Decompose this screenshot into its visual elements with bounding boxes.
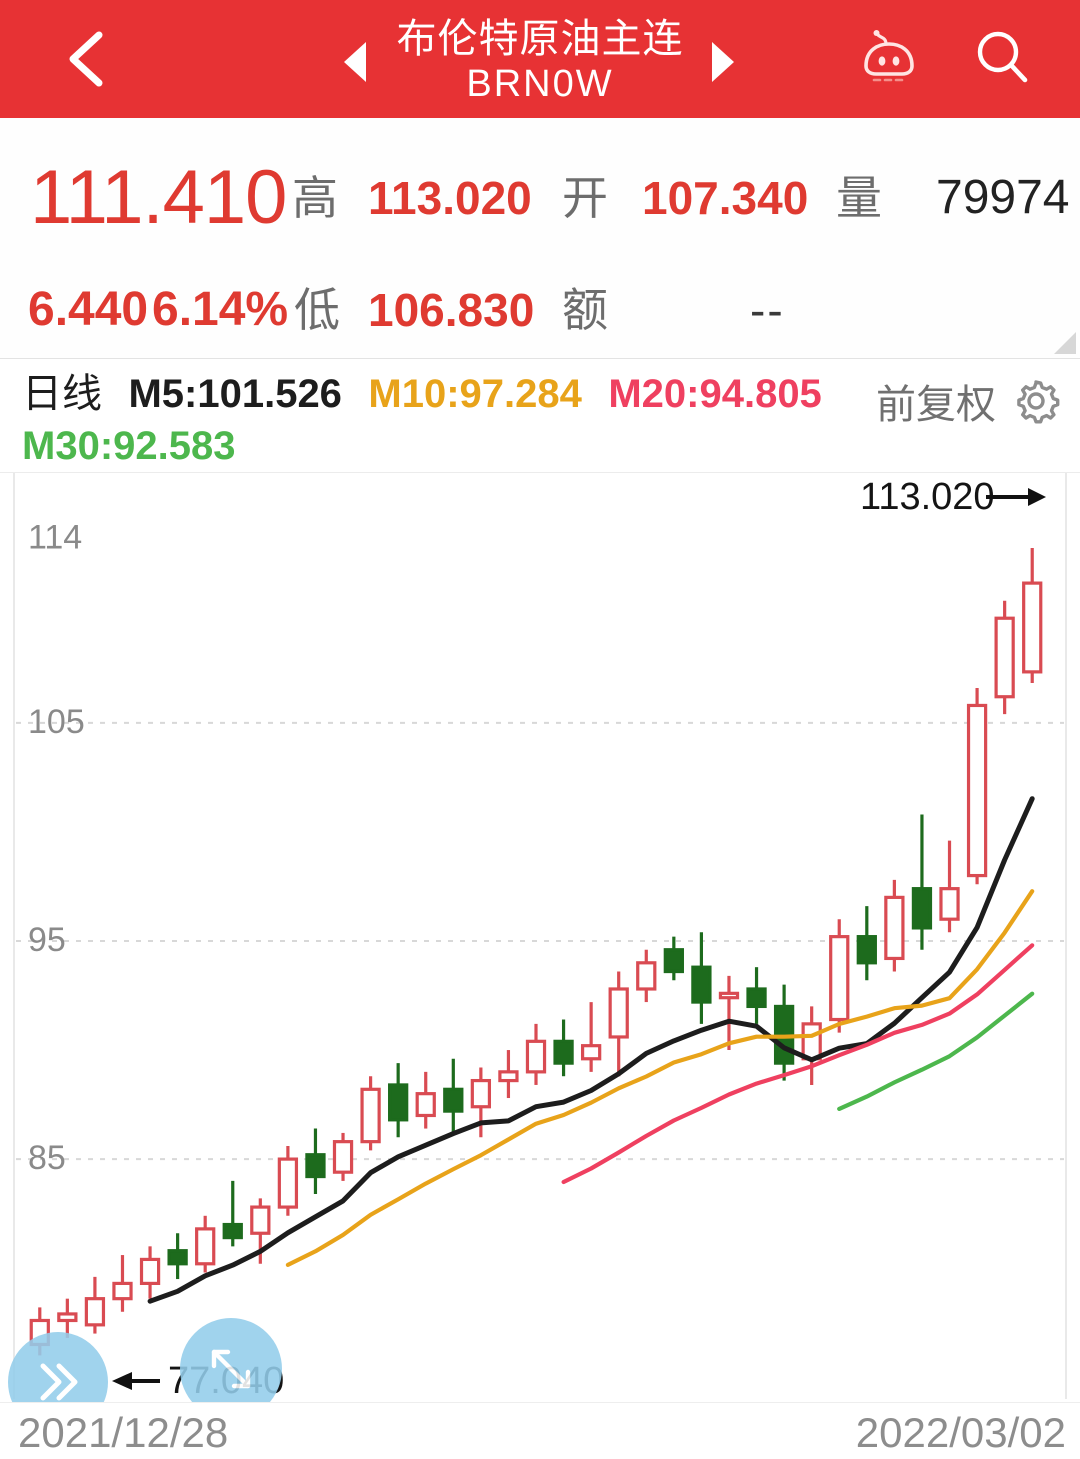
candlestick-chart[interactable]: 114 105 95 85 113.02077.040 <box>0 472 1080 1403</box>
chart-canvas[interactable]: 114 105 95 85 113.02077.040 <box>0 473 1080 1403</box>
app-header: 布伦特原油主连 BRN0W <box>0 0 1080 118</box>
price-change: 6.440 <box>28 283 149 336</box>
search-icon <box>977 31 1028 83</box>
ma30-value: M30:92.583 <box>22 424 236 468</box>
ma5-value: M5:101.526 <box>128 372 342 416</box>
instrument-code: BRN0W <box>466 63 614 105</box>
chart-annotations: 113.02077.040 <box>112 476 1046 1402</box>
indicator-values-row1: 日线 M5:101.526 M10:97.284 M20:94.805 <box>22 370 844 418</box>
indicator-values-row2: M30:92.583 <box>22 422 257 470</box>
svg-text:85: 85 <box>28 1139 66 1177</box>
date-end-label: 2022/03/02 <box>855 1409 1066 1456</box>
chevron-left-icon <box>69 31 103 87</box>
panel-resize-handle[interactable] <box>1054 332 1076 354</box>
instrument-name: 布伦特原油主连 <box>396 17 684 61</box>
date-start-label: 2021/12/28 <box>18 1409 229 1456</box>
robot-assistant-button[interactable] <box>856 30 922 88</box>
gear-icon[interactable] <box>1010 375 1062 427</box>
low-label: 低 <box>294 284 340 336</box>
chart-y-axis-labels: 114 105 95 85 <box>28 519 85 1177</box>
svg-text:113.020: 113.020 <box>860 476 995 518</box>
indicator-bar: 日线 M5:101.526 M10:97.284 M20:94.805 M30:… <box>0 360 1080 472</box>
low-value: 106.830 <box>368 284 535 336</box>
expand-arrows-icon <box>211 1349 251 1389</box>
last-price: 111.410 <box>30 155 287 240</box>
moving-average-lines <box>147 796 1035 1304</box>
quote-row-secondary: 6.440 6.14% 低 106.830 额 -- <box>0 268 1080 352</box>
svg-text:95: 95 <box>28 921 66 959</box>
open-label: 开 <box>562 172 608 224</box>
chart-gridlines <box>16 721 1064 1161</box>
candlestick-series <box>29 547 1043 1356</box>
chevrons-right-icon <box>40 1363 78 1401</box>
chart-period-label[interactable]: 日线 <box>22 372 102 416</box>
quote-panel: 111.410 高 113.020 开 107.340 量 79974 6.44… <box>0 118 1080 359</box>
amount-value: -- <box>750 284 785 336</box>
search-button[interactable] <box>972 28 1036 90</box>
ma20-value: M20:94.805 <box>608 372 822 416</box>
open-value: 107.340 <box>642 172 809 224</box>
date-axis: 2021/12/28 2022/03/02 <box>0 1402 1080 1459</box>
high-value: 113.020 <box>368 172 532 224</box>
instrument-title[interactable]: 布伦特原油主连 BRN0W <box>330 16 750 106</box>
back-button[interactable] <box>54 26 118 92</box>
adjust-mode-label[interactable]: 前复权 <box>876 383 996 427</box>
price-change-percent: 6.14% <box>152 283 289 336</box>
volume-label: 量 <box>836 172 882 224</box>
quote-row-primary: 111.410 高 113.020 开 107.340 量 79974 <box>0 150 1080 246</box>
svg-text:114: 114 <box>28 519 82 557</box>
triangle-right-icon[interactable] <box>712 42 734 82</box>
ma10-value: M10:97.284 <box>368 372 582 416</box>
adjust-settings-group[interactable]: 前复权 <box>876 372 1062 430</box>
robot-assistant-icon <box>864 30 914 82</box>
amount-label: 额 <box>562 284 608 336</box>
svg-text:105: 105 <box>28 703 85 741</box>
volume-value: 79974 <box>936 171 1070 224</box>
high-label: 高 <box>292 172 338 224</box>
triangle-left-icon[interactable] <box>344 42 366 82</box>
